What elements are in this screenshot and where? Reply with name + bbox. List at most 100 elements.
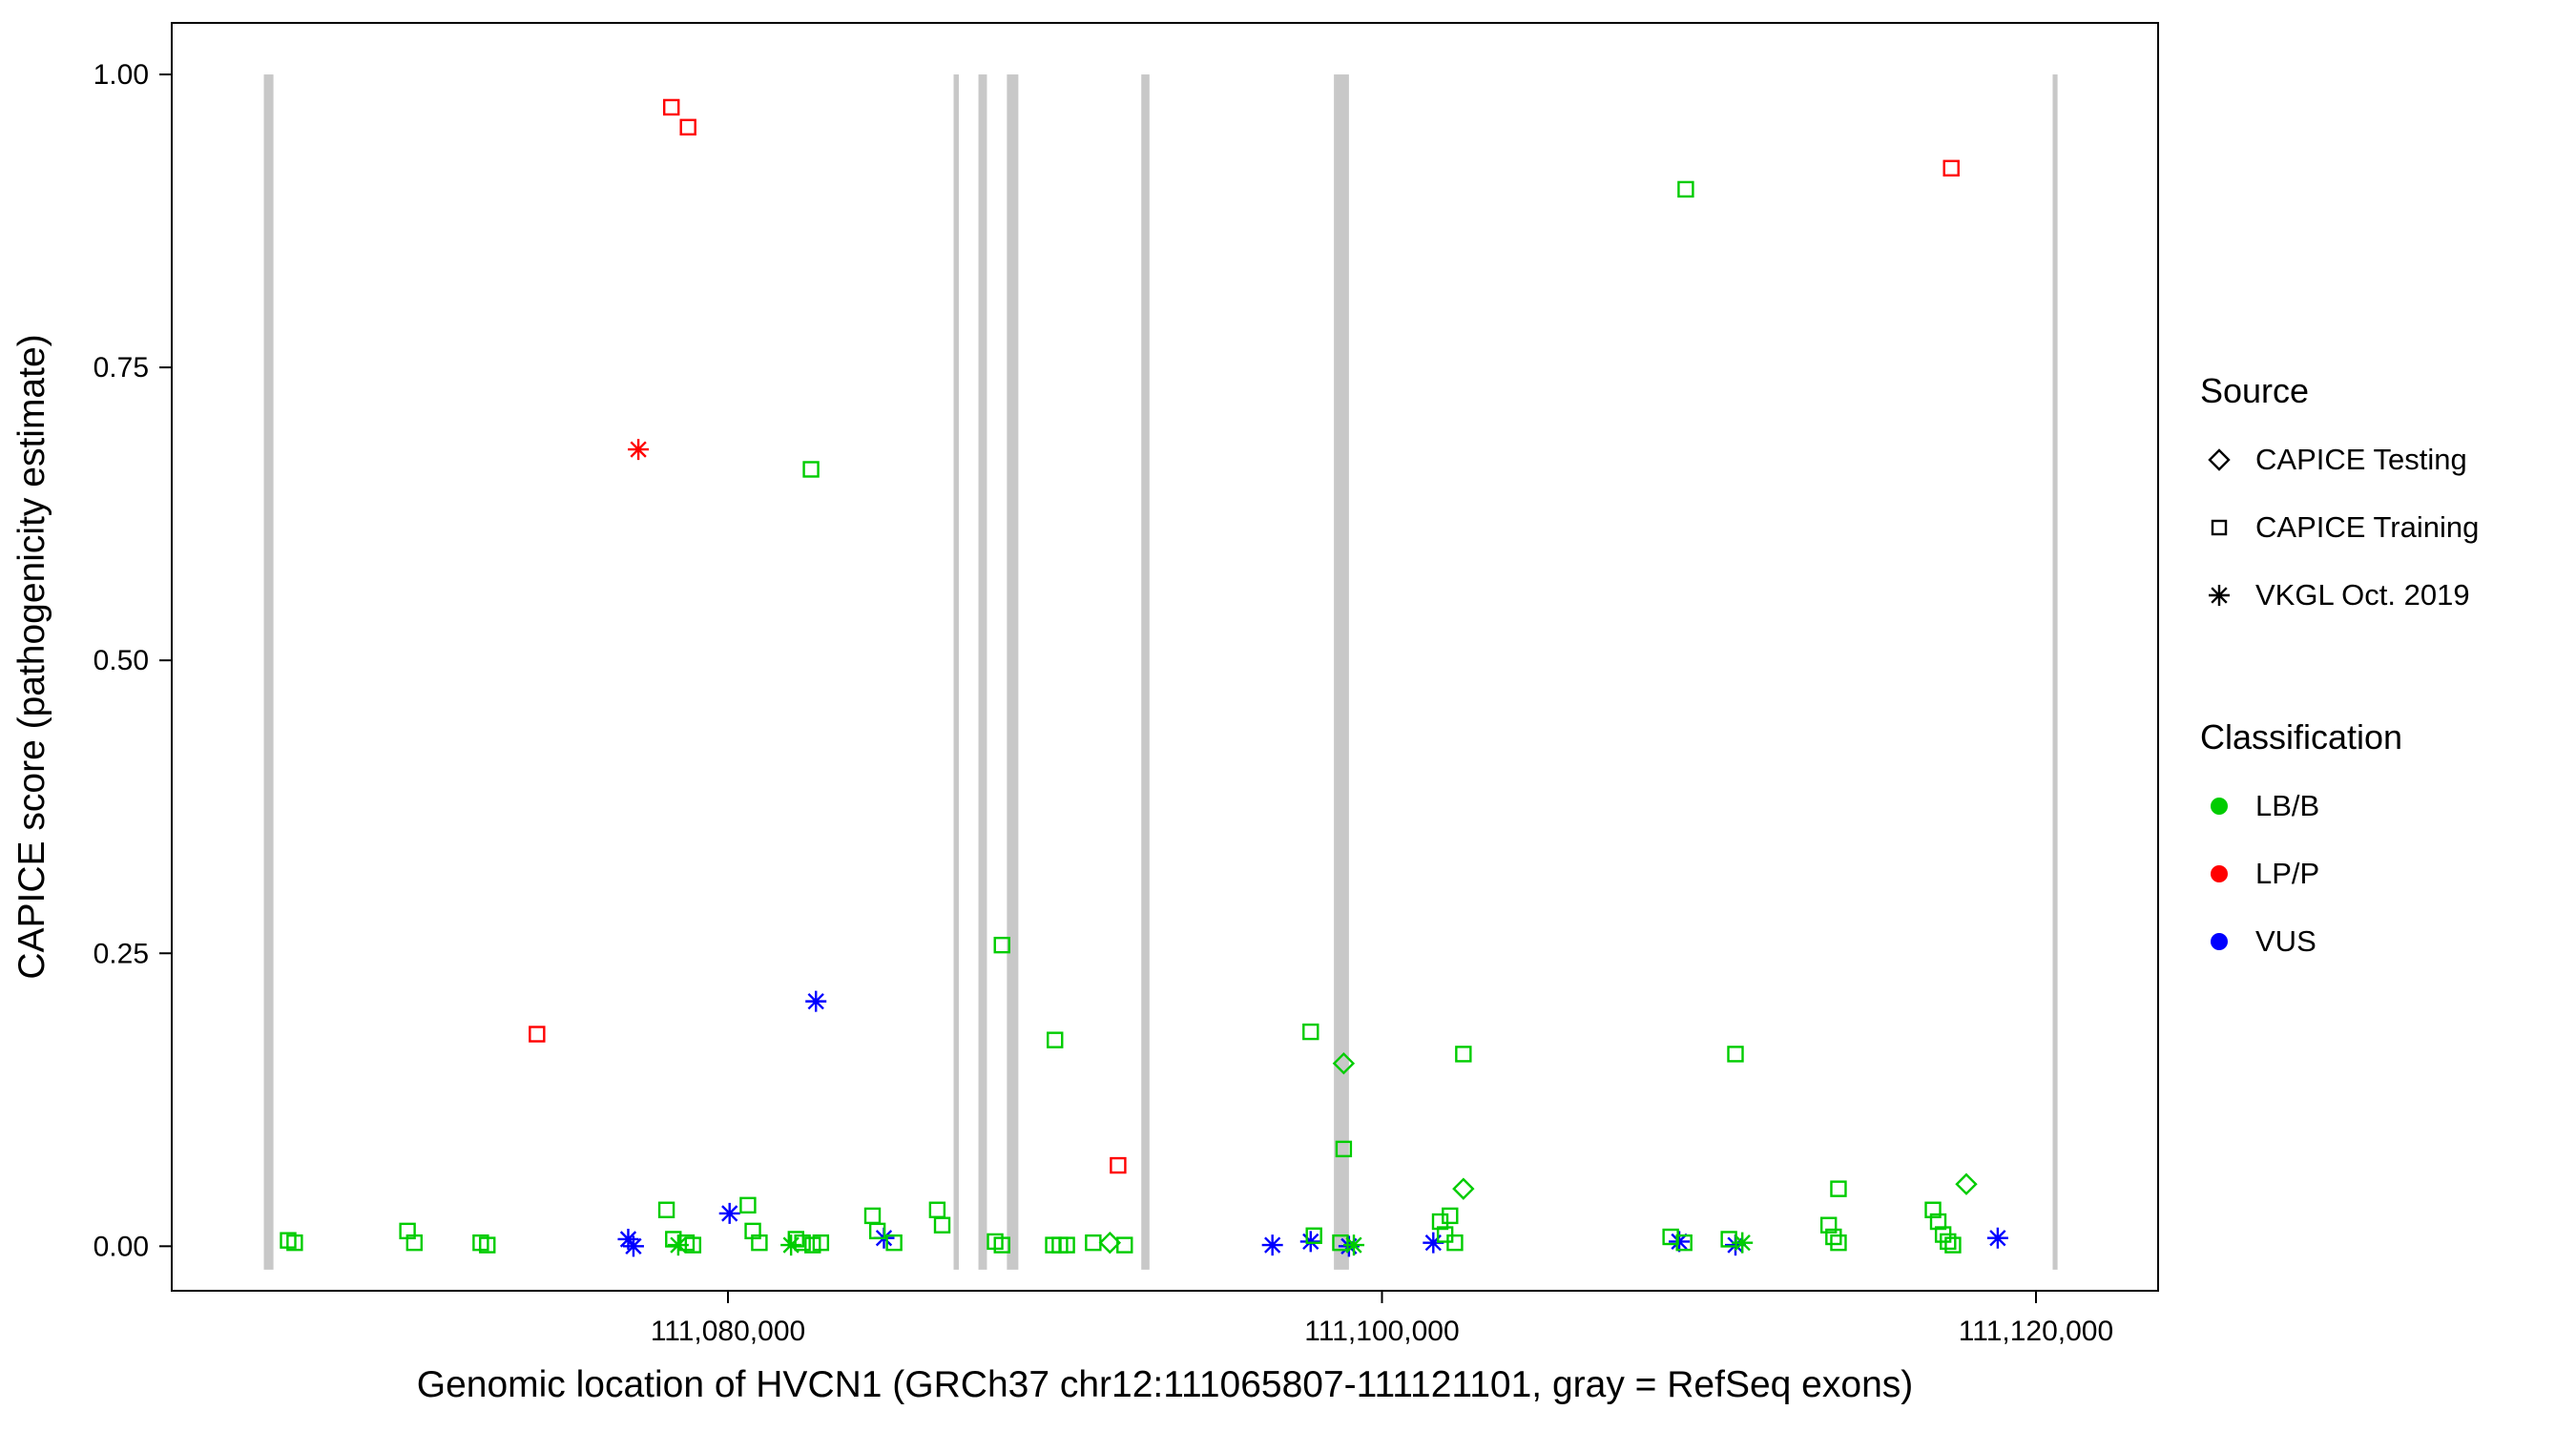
x-tick-label: 111,120,000 — [1959, 1316, 2113, 1347]
data-point-square — [1431, 1213, 1449, 1231]
legend-item-lbb: LB/B — [2200, 772, 2479, 840]
legend-item-vus: VUS — [2200, 907, 2479, 975]
data-point-asterisk — [1299, 1231, 1321, 1253]
data-point-square — [1302, 1023, 1319, 1041]
y-axis-label: CAPICE score (pathogenicity estimate) — [11, 334, 52, 979]
y-tick-label: 0.00 — [93, 1231, 149, 1262]
legend-item-capice-training: CAPICE Training — [2200, 493, 2479, 561]
data-point-square — [665, 1231, 682, 1248]
legend-item-label: VUS — [2255, 923, 2316, 958]
data-point-square — [1675, 1234, 1693, 1252]
data-point-asterisk — [1343, 1234, 1365, 1256]
data-point-asterisk — [1669, 1231, 1691, 1253]
legend-item-capice-testing: CAPICE Testing — [2200, 425, 2479, 493]
legend-item-label: VKGL Oct. 2019 — [2255, 577, 2470, 612]
legend-classification-title: Classification — [2200, 717, 2403, 757]
y-tick-label: 0.75 — [93, 352, 149, 384]
legend-item-lpp: LP/P — [2200, 840, 2479, 907]
data-point-square — [529, 1026, 546, 1043]
data-point-square — [812, 1234, 830, 1252]
data-point-square — [1677, 180, 1694, 198]
data-point-square — [1305, 1227, 1322, 1244]
legend-item-label: CAPICE Testing — [2255, 442, 2467, 476]
data-point-asterisk — [1261, 1234, 1283, 1256]
data-point-square — [933, 1216, 951, 1234]
exon-bar — [953, 74, 959, 1270]
y-tick-label: 0.50 — [93, 645, 149, 676]
legend-item-label: LP/P — [2255, 856, 2320, 890]
data-point-asterisk — [622, 1235, 644, 1257]
red-dot-icon — [2211, 864, 2228, 882]
data-point-square — [1819, 1216, 1838, 1234]
data-point-asterisk — [1986, 1227, 2008, 1249]
data-point-square — [885, 1234, 903, 1252]
x-tick-label: 111,080,000 — [651, 1316, 805, 1347]
asterisk-icon — [2209, 584, 2230, 606]
exon-bar — [1334, 74, 1349, 1270]
data-point-square — [1335, 1140, 1353, 1158]
diamond-icon — [2208, 447, 2231, 471]
data-point-square — [684, 1236, 702, 1254]
panel-border — [171, 22, 2159, 1292]
data-point-square — [1727, 1046, 1744, 1063]
data-point-square — [1058, 1236, 1075, 1254]
data-point-square — [863, 1207, 882, 1225]
data-point-asterisk — [628, 439, 650, 461]
data-point-asterisk — [617, 1228, 639, 1250]
data-point-diamond — [1332, 1052, 1356, 1075]
y-tick-label: 1.00 — [93, 59, 149, 91]
data-point-square — [739, 1196, 757, 1214]
x-tick-label: 111,100,000 — [1304, 1316, 1459, 1347]
data-point-square — [657, 1201, 675, 1218]
data-point-square — [802, 461, 820, 478]
data-point-square — [993, 936, 1010, 954]
data-point-asterisk — [805, 990, 827, 1012]
data-point-square — [993, 1236, 1010, 1254]
data-point-square — [1085, 1234, 1102, 1252]
exon-bar — [1007, 74, 1019, 1270]
exon-bar — [1141, 74, 1150, 1270]
data-point-asterisk — [780, 1234, 802, 1256]
data-point-square — [868, 1222, 886, 1240]
data-point-square — [1830, 1234, 1847, 1252]
data-point-asterisk — [1423, 1232, 1444, 1254]
data-point-asterisk — [718, 1202, 740, 1224]
data-point-square — [1944, 1236, 1962, 1254]
data-point-square — [1116, 1236, 1133, 1254]
exon-bar — [2052, 74, 2058, 1270]
data-point-square — [1442, 1207, 1459, 1225]
data-point-square — [1942, 159, 1960, 177]
data-point-square — [679, 118, 696, 136]
data-point-square — [794, 1234, 811, 1252]
data-point-diamond — [1098, 1231, 1122, 1255]
exon-bar — [263, 74, 274, 1270]
data-point-square — [405, 1234, 424, 1252]
legend-item-vkgl: VKGL Oct. 2019 — [2200, 561, 2479, 629]
data-point-square — [1720, 1231, 1737, 1248]
legend-classification: Classification LB/B LP/P VUS — [2200, 703, 2479, 975]
data-point-square — [1924, 1201, 1942, 1218]
data-point-asterisk — [1338, 1235, 1360, 1257]
exon-bar — [978, 74, 987, 1270]
legend-item-label: LB/B — [2255, 788, 2320, 822]
data-point-square — [1940, 1233, 1957, 1251]
square-icon — [2211, 519, 2228, 535]
y-tick-label: 0.25 — [93, 938, 149, 969]
legend: Source CAPICE Testing CAPICE Training VK… — [2200, 357, 2479, 975]
data-point-square — [663, 98, 680, 116]
data-point-square — [1110, 1156, 1127, 1174]
data-point-asterisk — [1732, 1232, 1754, 1254]
data-point-square — [1047, 1031, 1064, 1048]
x-axis-label: Genomic location of HVCN1 (GRCh37 chr12:… — [417, 1364, 1914, 1405]
data-point-square — [479, 1236, 496, 1254]
data-point-diamond — [1955, 1172, 1978, 1195]
data-point-square — [1825, 1228, 1842, 1246]
data-point-square — [286, 1234, 303, 1252]
legend-item-label: CAPICE Training — [2255, 509, 2480, 544]
legend-source-title: Source — [2200, 371, 2310, 410]
data-point-square — [751, 1234, 768, 1252]
data-point-square — [1332, 1234, 1349, 1252]
data-point-square — [928, 1201, 946, 1218]
